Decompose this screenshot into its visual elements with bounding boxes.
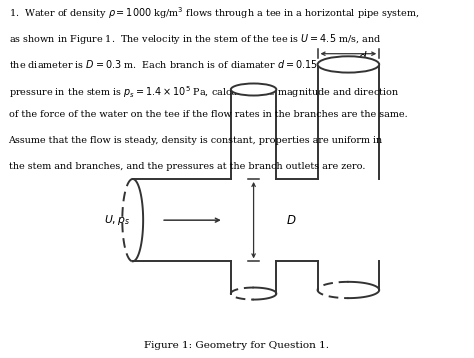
Text: as shown in Figure 1.  The velocity in the stem of the tee is $U = 4.5$ m/s, and: as shown in Figure 1. The velocity in th…	[9, 32, 381, 45]
Text: pressure in the stem is $p_s = 1.4 \times 10^5$ Pa, calculate the magnitude and : pressure in the stem is $p_s = 1.4 \time…	[9, 84, 399, 100]
Text: of the force of the water on the tee if the flow rates in the branches are the s: of the force of the water on the tee if …	[9, 110, 407, 119]
Text: 1.  Water of density $\rho = 1000$ kg/m$^3$ flows through a tee in a horizontal : 1. Water of density $\rho = 1000$ kg/m$^…	[9, 5, 419, 21]
Text: Assume that the flow is steady, density is constant, properties are uniform in: Assume that the flow is steady, density …	[9, 136, 383, 145]
Ellipse shape	[318, 56, 379, 73]
Text: the stem and branches, and the pressures at the branch outlets are zero.: the stem and branches, and the pressures…	[9, 162, 365, 171]
Ellipse shape	[231, 83, 276, 96]
Text: Figure 1: Geometry for Question 1.: Figure 1: Geometry for Question 1.	[145, 341, 329, 350]
Text: $U, p_s$: $U, p_s$	[104, 213, 130, 227]
Text: $D$: $D$	[286, 214, 296, 227]
Text: the diameter is $D = 0.3$ m.  Each branch is of diamater $d = 0.15$ m.  If the: the diameter is $D = 0.3$ m. Each branch…	[9, 58, 365, 70]
Text: $d$: $d$	[358, 50, 367, 64]
